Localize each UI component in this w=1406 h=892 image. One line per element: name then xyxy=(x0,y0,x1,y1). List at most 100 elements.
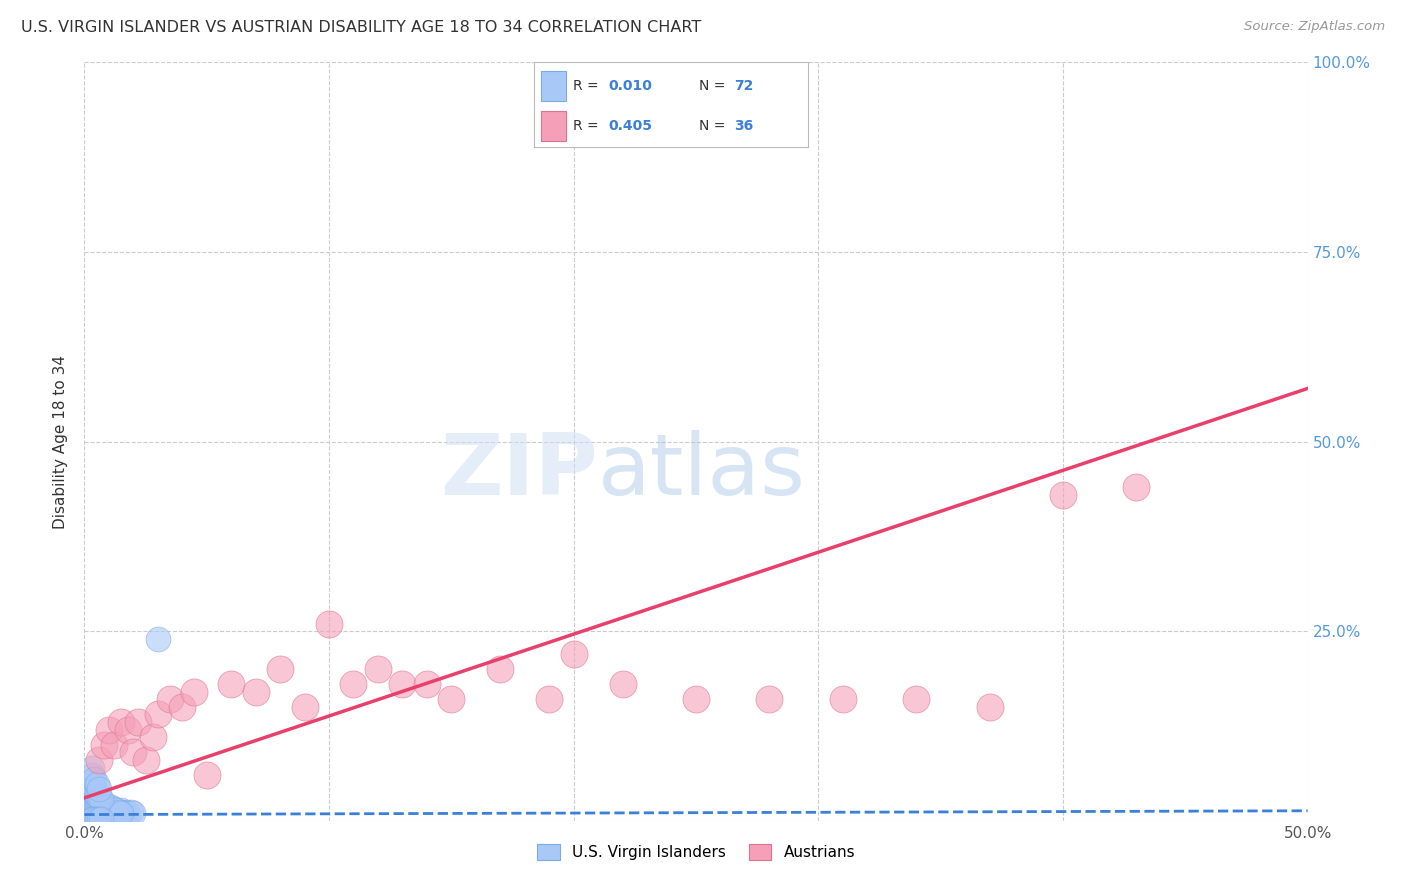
Point xyxy=(86,807,108,822)
Point xyxy=(80,802,103,816)
Point xyxy=(103,801,125,815)
Point xyxy=(80,776,103,790)
Point xyxy=(105,803,128,817)
Point xyxy=(86,797,108,811)
Point xyxy=(105,805,128,819)
Point xyxy=(122,746,145,760)
Point xyxy=(342,677,364,691)
Point xyxy=(83,804,105,818)
Point xyxy=(83,801,105,815)
Point xyxy=(83,798,105,813)
Text: R =: R = xyxy=(572,79,603,93)
Point xyxy=(245,685,267,699)
Point xyxy=(294,699,316,714)
Point xyxy=(195,768,218,782)
Point xyxy=(93,806,115,821)
Point xyxy=(103,806,125,821)
Point xyxy=(318,616,340,631)
Point xyxy=(83,795,105,809)
Point xyxy=(100,800,122,814)
Point xyxy=(1052,487,1074,501)
Point xyxy=(97,801,120,815)
Point xyxy=(90,801,112,815)
Point xyxy=(440,692,463,706)
Point xyxy=(831,692,853,706)
Point xyxy=(87,753,110,767)
Point xyxy=(416,677,439,691)
Legend: U.S. Virgin Islanders, Austrians: U.S. Virgin Islanders, Austrians xyxy=(530,838,862,866)
Point xyxy=(83,772,105,786)
Point xyxy=(159,692,181,706)
Point xyxy=(83,791,105,805)
Point xyxy=(87,800,110,814)
Point xyxy=(100,805,122,819)
Point xyxy=(97,803,120,817)
Point xyxy=(86,785,108,799)
Point xyxy=(86,792,108,806)
Text: 0.010: 0.010 xyxy=(609,79,652,93)
Point xyxy=(83,780,105,794)
Point xyxy=(122,806,145,821)
Point xyxy=(87,806,110,821)
Point xyxy=(269,662,291,676)
Text: R =: R = xyxy=(572,119,603,133)
Text: 0.405: 0.405 xyxy=(609,119,652,133)
Point xyxy=(107,805,129,819)
Bar xyxy=(541,111,565,141)
Point xyxy=(115,805,138,819)
Point xyxy=(80,787,103,801)
Point xyxy=(93,738,115,752)
Text: atlas: atlas xyxy=(598,430,806,514)
Point xyxy=(97,806,120,821)
Point xyxy=(90,812,112,826)
Point xyxy=(83,812,105,826)
Point xyxy=(83,785,105,799)
Point xyxy=(96,805,118,819)
Point xyxy=(110,806,132,821)
Bar xyxy=(541,71,565,102)
Point xyxy=(83,806,105,821)
Point xyxy=(80,812,103,826)
Point xyxy=(80,768,103,782)
Point xyxy=(93,802,115,816)
Point xyxy=(90,797,112,811)
Point xyxy=(80,800,103,814)
Point xyxy=(96,801,118,815)
Point xyxy=(80,812,103,826)
Point xyxy=(80,760,103,774)
Point xyxy=(979,699,1001,714)
Point xyxy=(391,677,413,691)
Point xyxy=(367,662,389,676)
Point xyxy=(489,662,512,676)
Point xyxy=(120,805,142,819)
Point xyxy=(90,792,112,806)
Text: 36: 36 xyxy=(734,119,754,133)
Point xyxy=(80,798,103,813)
Point xyxy=(612,677,634,691)
Text: N =: N = xyxy=(699,79,730,93)
Point xyxy=(146,632,169,646)
Point xyxy=(80,805,103,819)
Point xyxy=(96,798,118,813)
Point xyxy=(80,795,103,809)
Point xyxy=(172,699,194,714)
Point xyxy=(97,723,120,737)
Point xyxy=(93,800,115,814)
Point xyxy=(86,777,108,791)
Point xyxy=(107,806,129,821)
Text: U.S. VIRGIN ISLANDER VS AUSTRIAN DISABILITY AGE 18 TO 34 CORRELATION CHART: U.S. VIRGIN ISLANDER VS AUSTRIAN DISABIL… xyxy=(21,20,702,35)
Point xyxy=(87,812,110,826)
Point xyxy=(905,692,928,706)
Point xyxy=(86,789,108,804)
Point xyxy=(146,707,169,722)
Point xyxy=(87,803,110,817)
Point xyxy=(86,800,108,814)
Point xyxy=(135,753,157,767)
Point xyxy=(87,791,110,805)
Point xyxy=(117,723,139,737)
Point xyxy=(80,791,103,805)
Point xyxy=(86,805,108,819)
Point xyxy=(86,812,108,826)
Point xyxy=(80,783,103,797)
Point xyxy=(183,685,205,699)
